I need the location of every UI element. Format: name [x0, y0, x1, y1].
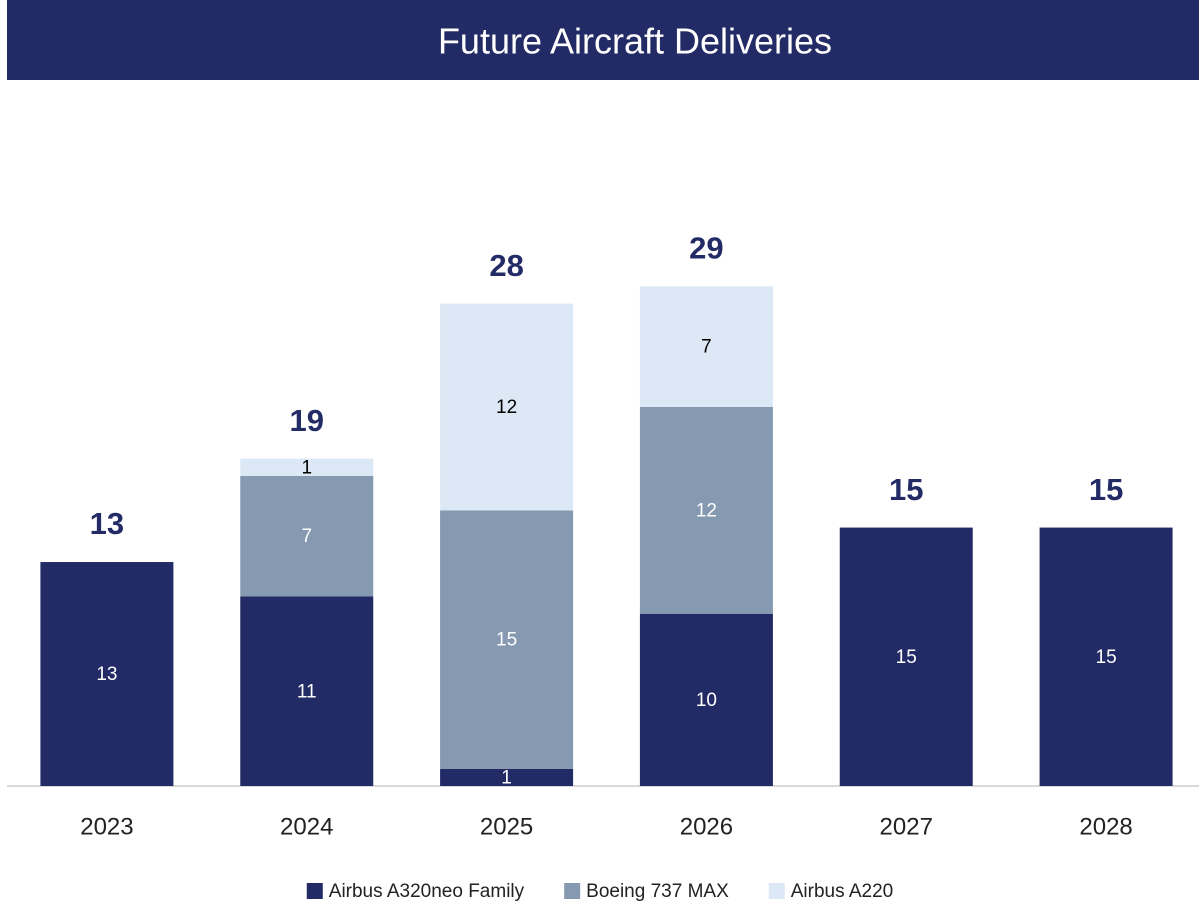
x-tick-label: 2023 — [80, 813, 133, 840]
x-tick-label: 2024 — [280, 813, 333, 840]
title-bar — [7, 0, 1199, 80]
data-label: 15 — [496, 630, 517, 651]
bar-segment — [639, 286, 773, 407]
bar-segment — [240, 458, 374, 476]
total-label: 28 — [489, 248, 523, 283]
data-label: 7 — [701, 337, 712, 358]
chart-title: Future Aircraft Deliveries — [438, 21, 832, 62]
total-label: 19 — [290, 403, 324, 438]
bar-segment — [839, 527, 973, 786]
total-label: 29 — [689, 231, 723, 266]
legend-label: Airbus A220 — [791, 881, 893, 902]
data-label: 15 — [896, 647, 917, 668]
legend-swatch — [306, 883, 323, 899]
bar-segment — [40, 562, 174, 786]
x-tick-label: 2025 — [480, 813, 533, 840]
legend-swatch — [564, 883, 581, 899]
bar-segment — [639, 613, 773, 786]
x-tick-label: 2027 — [880, 813, 933, 840]
data-label: 7 — [301, 526, 312, 547]
data-label: 13 — [96, 664, 117, 685]
legend-label: Boeing 737 MAX — [586, 881, 729, 902]
bar-segment — [639, 406, 773, 614]
bar-segment — [240, 475, 374, 597]
bar-segment — [440, 510, 574, 769]
data-label: 12 — [696, 500, 717, 521]
bar-segment — [1039, 527, 1173, 786]
total-label: 15 — [889, 472, 923, 507]
data-label: 10 — [696, 690, 717, 711]
data-label: 1 — [501, 767, 512, 788]
total-label: 15 — [1089, 472, 1123, 507]
total-label: 13 — [90, 506, 124, 541]
data-label: 1 — [301, 457, 312, 478]
data-label: 15 — [1096, 647, 1117, 668]
bar-segment — [440, 303, 574, 511]
bar-segment — [240, 596, 374, 786]
data-label: 12 — [496, 397, 517, 418]
x-tick-label: 2026 — [680, 813, 733, 840]
data-label: 11 — [297, 681, 317, 702]
legend-label: Airbus A320neo Family — [329, 881, 525, 902]
x-tick-label: 2028 — [1079, 813, 1132, 840]
bar-segment — [440, 768, 574, 786]
legend-swatch — [768, 883, 785, 899]
